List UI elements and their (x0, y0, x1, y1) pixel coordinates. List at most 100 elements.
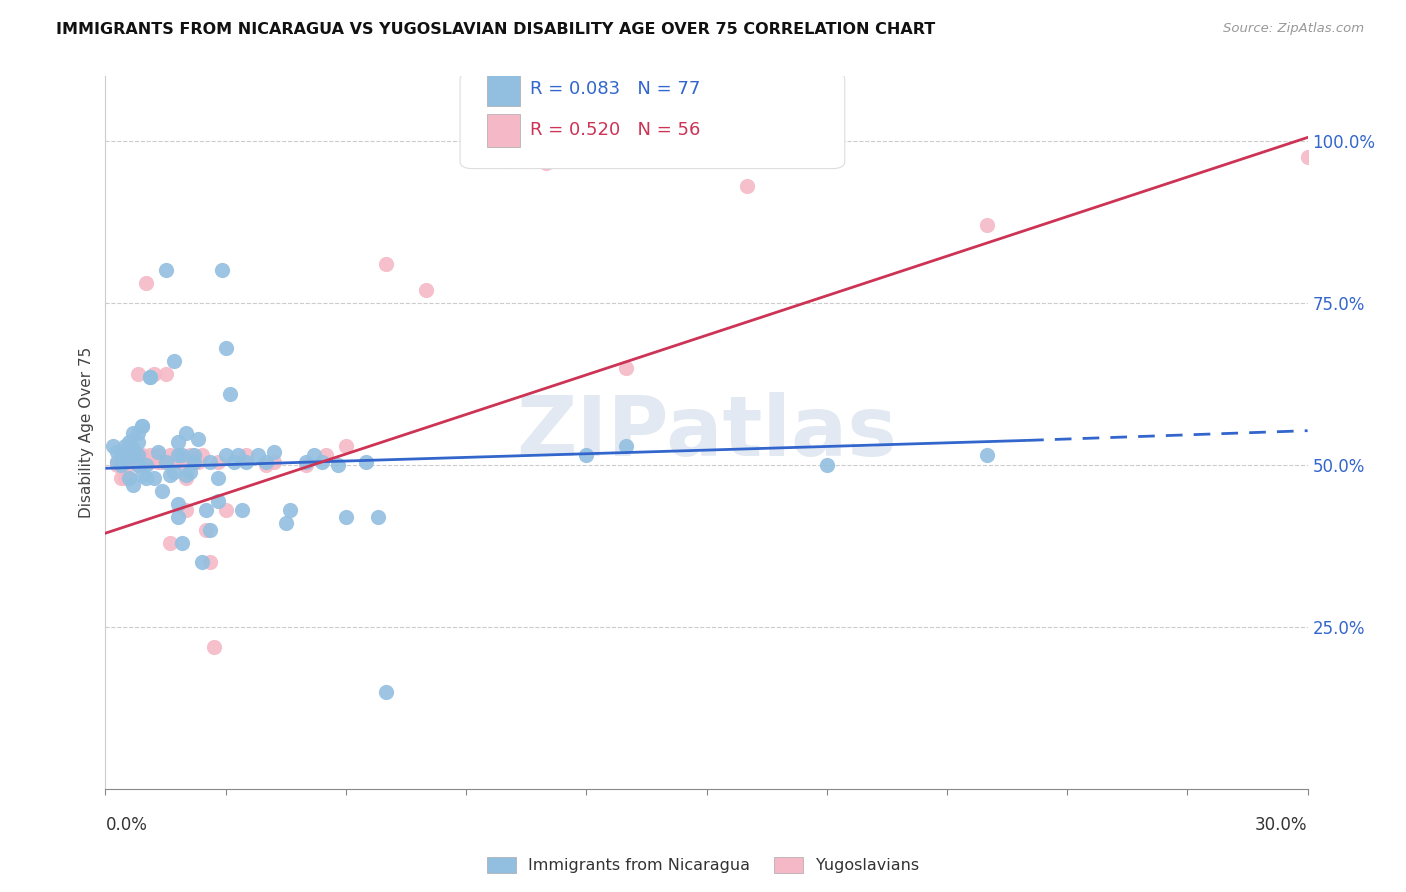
Point (110, 455, 132, 469)
Point (815, 458, 838, 472)
Point (295, 458, 318, 472)
Point (254, 458, 277, 472)
Point (118, 448, 141, 462)
Point (114, 465, 136, 479)
Point (495, 153, 517, 168)
Point (295, 455, 318, 469)
Point (135, 455, 157, 469)
Point (190, 555, 212, 569)
Point (127, 368, 149, 382)
Point (131, 419, 153, 434)
Point (214, 503, 236, 517)
Point (122, 442, 145, 456)
Point (146, 455, 169, 469)
Point (150, 483, 173, 498)
Point (254, 455, 277, 469)
Point (122, 448, 145, 462)
Point (127, 455, 149, 469)
Point (246, 448, 269, 462)
Point (194, 503, 217, 517)
Point (190, 448, 212, 462)
Point (142, 368, 165, 382)
Point (202, 640, 225, 654)
Point (174, 425, 197, 440)
Point (218, 386, 240, 401)
Point (374, 685, 398, 699)
Point (179, 465, 201, 479)
Point (162, 465, 184, 479)
Point (616, 360, 638, 375)
Point (315, 448, 337, 462)
Point (138, 448, 160, 462)
Point (198, 523, 221, 537)
Point (415, 283, 437, 297)
Point (150, 455, 173, 469)
Point (335, 510, 357, 524)
Point (155, 368, 177, 382)
Point (159, 467, 181, 482)
Legend: Immigrants from Nicaragua, Yugoslavians: Immigrants from Nicaragua, Yugoslavians (481, 850, 925, 880)
Point (335, 439, 357, 453)
Point (122, 448, 145, 462)
Point (575, 448, 598, 462)
Point (114, 471, 136, 485)
Point (118, 471, 141, 485)
Y-axis label: Disability Age Over 75: Disability Age Over 75 (79, 347, 94, 518)
Point (110, 448, 132, 462)
Point (354, 455, 377, 469)
Point (166, 497, 188, 511)
Point (198, 455, 221, 469)
Text: Source: ZipAtlas.com: Source: ZipAtlas.com (1223, 22, 1364, 36)
Point (138, 370, 160, 384)
Point (174, 467, 197, 482)
Point (222, 455, 245, 469)
Point (122, 425, 145, 440)
Point (976, 448, 998, 462)
Point (107, 455, 129, 469)
Text: ZIPatlas: ZIPatlas (516, 392, 897, 473)
Point (183, 455, 205, 469)
Point (127, 448, 149, 462)
Point (110, 471, 132, 485)
Point (214, 341, 236, 355)
FancyBboxPatch shape (486, 114, 520, 146)
Point (226, 448, 249, 462)
Point (114, 439, 136, 453)
Point (311, 455, 333, 469)
Point (302, 448, 325, 462)
Point (183, 455, 205, 469)
Point (131, 448, 153, 462)
Point (127, 435, 149, 450)
Point (146, 448, 169, 462)
Point (114, 445, 136, 459)
Point (142, 471, 165, 485)
Point (155, 455, 177, 469)
Point (135, 277, 157, 291)
Point (118, 471, 141, 485)
Point (235, 455, 257, 469)
Point (616, 439, 638, 453)
Point (194, 523, 217, 537)
Point (274, 516, 297, 531)
Point (107, 445, 129, 459)
Point (138, 455, 160, 469)
Text: 30.0%: 30.0% (1256, 816, 1308, 834)
Point (107, 458, 129, 472)
Point (170, 448, 193, 462)
Point (179, 448, 201, 462)
Point (155, 263, 177, 277)
Point (122, 455, 145, 469)
Point (118, 435, 141, 450)
Point (214, 448, 236, 462)
Point (174, 471, 197, 485)
Point (118, 448, 141, 462)
Point (166, 510, 188, 524)
Point (127, 425, 149, 440)
Text: R = 0.083   N = 77: R = 0.083 N = 77 (530, 80, 700, 98)
Point (131, 467, 153, 482)
FancyBboxPatch shape (460, 72, 845, 169)
Point (146, 445, 169, 459)
Point (127, 458, 149, 472)
Point (166, 448, 188, 462)
Point (127, 448, 149, 462)
